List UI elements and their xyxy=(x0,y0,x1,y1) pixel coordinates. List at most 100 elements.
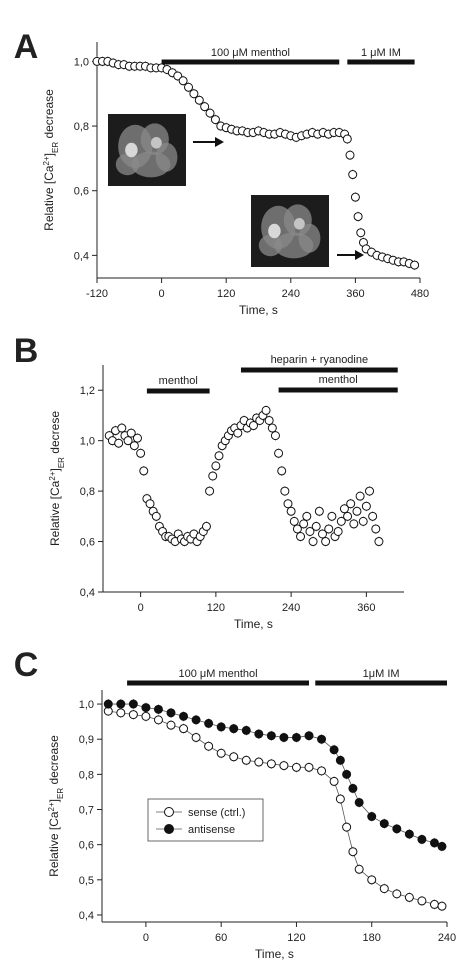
data-point xyxy=(374,537,384,547)
data-point xyxy=(126,428,136,438)
data-point xyxy=(349,519,359,529)
data-point xyxy=(286,506,296,516)
data-point xyxy=(314,506,324,516)
data-point xyxy=(371,524,381,534)
data-point xyxy=(392,824,402,834)
data-point xyxy=(166,720,176,730)
data-point xyxy=(311,521,321,531)
data-point xyxy=(305,526,315,536)
data-point xyxy=(274,448,284,458)
data-point xyxy=(404,829,414,839)
data-point xyxy=(342,822,352,832)
y-tick-label: 0,9 xyxy=(79,734,94,746)
data-point xyxy=(145,499,155,509)
treatment-bar-label: 1 μM IM xyxy=(361,47,401,59)
x-tick-label: 360 xyxy=(357,602,375,614)
data-point xyxy=(266,759,276,769)
data-point xyxy=(233,428,243,438)
data-point xyxy=(179,724,189,734)
data-point xyxy=(437,901,447,911)
treatment-bar xyxy=(127,680,309,686)
arrow-head xyxy=(215,137,224,147)
data-point xyxy=(348,783,358,793)
y-axis-title: Relative [Ca2+]ER decrease xyxy=(42,89,60,231)
legend-box xyxy=(147,798,264,842)
cell-bright-spot xyxy=(125,142,138,158)
data-point xyxy=(136,448,146,458)
data-point xyxy=(139,466,149,476)
data-point xyxy=(129,441,139,451)
data-point xyxy=(189,89,199,99)
x-tick-label: 120 xyxy=(207,602,225,614)
data-point xyxy=(346,499,356,509)
data-point xyxy=(336,516,346,526)
x-tick-label: 180 xyxy=(363,932,381,944)
data-point xyxy=(266,731,276,741)
data-point xyxy=(361,501,371,511)
data-point xyxy=(283,499,293,509)
data-point xyxy=(270,431,280,441)
data-point xyxy=(417,896,427,906)
y-tick-label: 0,4 xyxy=(79,910,94,922)
data-point xyxy=(117,423,127,433)
data-point xyxy=(335,794,345,804)
data-point xyxy=(204,741,214,751)
data-point xyxy=(354,797,364,807)
data-point xyxy=(429,838,439,848)
data-point xyxy=(342,769,352,779)
data-point xyxy=(103,699,113,709)
y-tick-label: 0,6 xyxy=(79,840,94,852)
data-point xyxy=(324,524,334,534)
legend-marker xyxy=(164,824,174,834)
cell-bright-spot xyxy=(293,218,305,230)
data-point xyxy=(116,708,126,718)
y-tick-label: 0,8 xyxy=(80,486,95,498)
data-point xyxy=(379,884,389,894)
data-point xyxy=(184,82,194,92)
data-point xyxy=(211,461,221,471)
x-tick-label: -120 xyxy=(86,288,108,300)
data-point xyxy=(264,415,274,425)
data-point xyxy=(241,755,251,765)
arrow-head xyxy=(355,250,364,260)
x-tick-label: 480 xyxy=(411,288,429,300)
y-tick-label: 0,8 xyxy=(79,769,94,781)
data-point xyxy=(417,834,427,844)
data-point xyxy=(429,899,439,909)
data-point xyxy=(216,748,226,758)
data-point xyxy=(329,776,339,786)
data-point xyxy=(210,115,220,125)
data-point xyxy=(114,438,124,448)
treatment-bar-label: menthol xyxy=(159,375,198,387)
y-tick-label: 0,4 xyxy=(80,587,95,599)
x-axis-title: Time, s xyxy=(239,303,278,317)
data-point xyxy=(141,703,151,713)
data-point xyxy=(267,423,277,433)
data-point xyxy=(368,511,378,521)
y-tick-label: 0,6 xyxy=(74,186,89,198)
data-point xyxy=(179,711,189,721)
treatment-bar-label: menthol xyxy=(319,374,358,386)
panel-b: B 0 120 240 360 1,2 1,0 0,8 0,6 0,4 Time, s Relativ… xyxy=(14,332,404,631)
y-tick-label: 0,6 xyxy=(80,537,95,549)
data-point xyxy=(367,812,377,822)
data-point xyxy=(317,734,327,744)
data-point xyxy=(353,212,363,222)
data-point xyxy=(289,516,299,526)
data-point xyxy=(299,519,309,529)
data-point xyxy=(392,889,402,899)
data-point xyxy=(304,762,314,772)
treatment-bar xyxy=(146,388,210,394)
data-point xyxy=(348,847,358,857)
data-point xyxy=(116,699,126,709)
data-point xyxy=(153,704,163,714)
data-point xyxy=(291,762,301,772)
data-point xyxy=(358,516,368,526)
data-point xyxy=(317,766,327,776)
data-point xyxy=(379,819,389,829)
x-tick-label: 120 xyxy=(217,288,235,300)
data-point xyxy=(302,511,312,521)
data-point xyxy=(292,524,302,534)
treatment-bar-label: 1μM IM xyxy=(363,668,400,680)
x-axis-title: Time, s xyxy=(255,947,294,961)
